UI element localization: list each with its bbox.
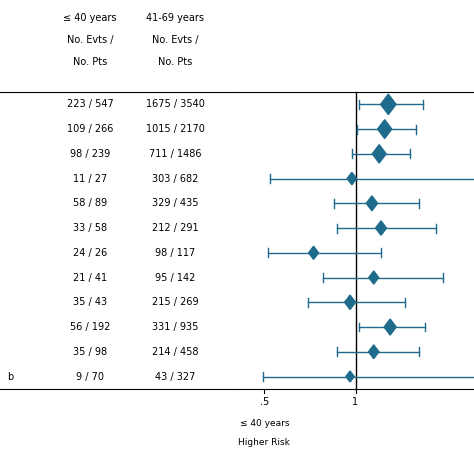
Polygon shape [368,345,379,359]
Text: 331 / 935: 331 / 935 [152,322,199,332]
Text: No. Evts /: No. Evts / [67,35,113,45]
Text: 35 / 98: 35 / 98 [73,347,107,357]
Text: 43 / 327: 43 / 327 [155,372,196,382]
Text: b: b [7,372,13,382]
Polygon shape [366,196,378,211]
Polygon shape [381,94,396,115]
Text: 56 / 192: 56 / 192 [70,322,110,332]
Text: ≤ 40 years: ≤ 40 years [239,419,289,428]
Polygon shape [345,295,356,310]
Polygon shape [375,221,386,235]
Text: 58 / 89: 58 / 89 [73,198,107,208]
Text: 9 / 70: 9 / 70 [76,372,104,382]
Text: 33 / 58: 33 / 58 [73,223,107,233]
Text: 24 / 26: 24 / 26 [73,248,107,258]
Text: No. Evts /: No. Evts / [152,35,199,45]
Text: 98 / 117: 98 / 117 [155,248,195,258]
Text: 711 / 1486: 711 / 1486 [149,149,201,159]
Text: 212 / 291: 212 / 291 [152,223,199,233]
Text: 21 / 41: 21 / 41 [73,273,107,283]
Text: 303 / 682: 303 / 682 [152,173,199,183]
Text: 329 / 435: 329 / 435 [152,198,199,208]
Text: 35 / 43: 35 / 43 [73,297,107,307]
Text: 223 / 547: 223 / 547 [67,100,113,109]
Text: .5: .5 [260,397,269,407]
Text: 95 / 142: 95 / 142 [155,273,196,283]
Text: 1675 / 3540: 1675 / 3540 [146,100,205,109]
Text: 98 / 239: 98 / 239 [70,149,110,159]
Polygon shape [384,319,396,335]
Polygon shape [347,173,356,185]
Polygon shape [309,246,319,259]
Text: 215 / 269: 215 / 269 [152,297,199,307]
Text: Higher Risk: Higher Risk [238,438,290,447]
Polygon shape [346,371,354,382]
Polygon shape [378,120,392,138]
Text: No. Pts: No. Pts [158,57,192,67]
Text: No. Pts: No. Pts [73,57,107,67]
Text: 1: 1 [353,397,358,407]
Text: ≤ 40 years: ≤ 40 years [64,13,117,23]
Polygon shape [369,271,379,284]
Text: 1015 / 2170: 1015 / 2170 [146,124,205,134]
Text: 11 / 27: 11 / 27 [73,173,107,183]
Text: 109 / 266: 109 / 266 [67,124,113,134]
Text: 214 / 458: 214 / 458 [152,347,199,357]
Text: 41-69 years: 41-69 years [146,13,204,23]
Polygon shape [372,145,386,163]
